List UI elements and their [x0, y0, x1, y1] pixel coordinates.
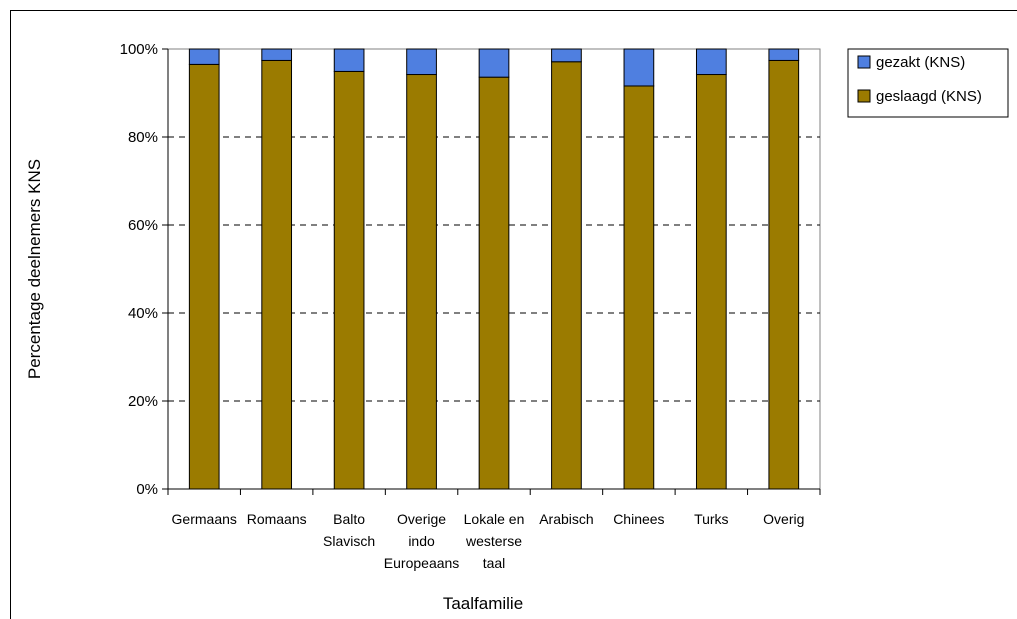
- legend-label: geslaagd (KNS): [876, 88, 982, 105]
- x-tick-label: Arabisch: [539, 511, 593, 527]
- bar-geslaagd: [768, 59, 800, 490]
- bar-gezakt: [695, 48, 727, 76]
- x-tick-label: Balto Slavisch: [323, 511, 375, 549]
- bar-gezakt: [478, 48, 510, 78]
- bar-gezakt: [623, 48, 655, 87]
- x-tick-label: Turks: [694, 511, 728, 527]
- bar-geslaagd: [623, 85, 655, 490]
- x-tick-label: Lokale en westerse taal: [464, 511, 525, 571]
- bar-geslaagd: [551, 61, 582, 490]
- y-tick-labels: 0% 20% 40% 60% 80% 100%: [120, 41, 158, 498]
- x-tick-label: Overige indo Europeaans: [384, 511, 460, 571]
- chart-frame: [10, 10, 1017, 619]
- bar-gezakt: [261, 48, 293, 61]
- legend: gezakt (KNS) geslaagd (KNS): [847, 48, 1009, 118]
- bar-gezakt: [333, 48, 365, 72]
- bar-geslaagd: [695, 74, 727, 490]
- bar-gezakt: [406, 48, 437, 76]
- bar-geslaagd: [478, 76, 510, 490]
- y-tick-label: 100%: [120, 41, 158, 58]
- x-tick-label: Germaans: [172, 511, 237, 527]
- x-tick-label: Overig: [763, 511, 804, 527]
- axes: [162, 48, 821, 495]
- x-tick-label: Romaans: [247, 511, 307, 527]
- bar-gezakt: [188, 48, 220, 65]
- y-tick-label: 20%: [128, 393, 158, 410]
- y-tick-label: 40%: [128, 305, 158, 322]
- y-tick-label: 80%: [128, 129, 158, 146]
- y-tick-label: 0%: [136, 481, 158, 498]
- y-tick-label: 60%: [128, 217, 158, 234]
- x-axis-title: Taalfamilie: [443, 594, 523, 613]
- legend-label: gezakt (KNS): [876, 54, 965, 71]
- legend-box: [847, 48, 1009, 118]
- bar-geslaagd: [261, 59, 293, 490]
- legend-swatch: [857, 89, 871, 103]
- bar-geslaagd: [333, 70, 365, 490]
- x-tick-label: Chinees: [613, 511, 664, 527]
- bar-geslaagd: [188, 63, 220, 490]
- bars: [188, 48, 800, 490]
- bar-gezakt: [551, 48, 582, 63]
- legend-swatch: [857, 55, 871, 69]
- bar-gezakt: [768, 48, 800, 61]
- bar-geslaagd: [406, 74, 437, 490]
- y-axis-title: Percentage deelnemers KNS: [25, 159, 44, 379]
